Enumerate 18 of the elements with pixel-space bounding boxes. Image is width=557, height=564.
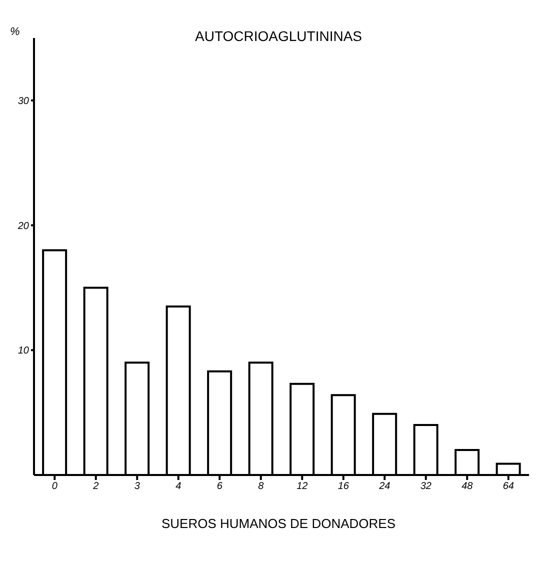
x-tick-label: 6: [216, 481, 223, 492]
x-tick-label: 64: [502, 481, 514, 492]
y-axis-title: %: [10, 26, 20, 38]
x-tick-label: 3: [134, 481, 140, 492]
x-tick-label: 24: [378, 481, 391, 492]
y-tick-label: 30: [18, 96, 30, 107]
chart-title: AUTOCRIOAGLUTININAS: [195, 28, 362, 44]
y-tick-label: 10: [18, 346, 30, 357]
x-axis-title: SUEROS HUMANOS DE DONADORES: [160, 516, 397, 531]
x-tick-label: 8: [258, 481, 264, 492]
x-tick-label: 2: [92, 481, 100, 492]
x-tick-label: 16: [338, 481, 350, 492]
x-tick-label: 12: [296, 481, 308, 492]
y-tick-label: 20: [16, 220, 30, 232]
x-tick-label: 32: [420, 481, 432, 492]
x-tick-label: 48: [462, 481, 474, 492]
x-tick-label: 4: [176, 481, 182, 492]
x-tick-label: 0: [52, 481, 58, 492]
